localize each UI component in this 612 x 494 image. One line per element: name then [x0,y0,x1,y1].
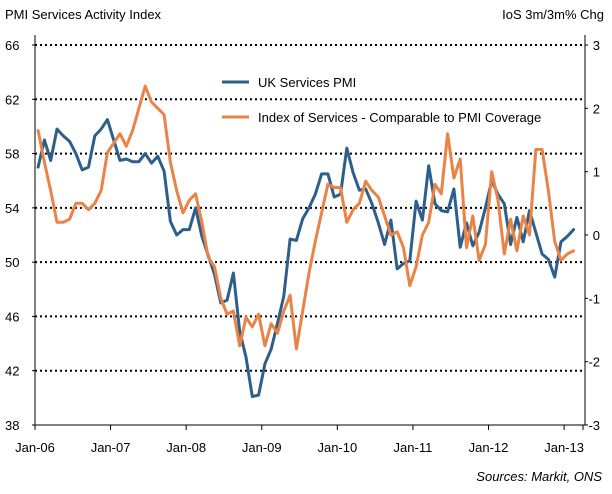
x-tick-label: Jan-12 [469,440,509,455]
series-line-uk-services-pmi [36,118,576,398]
legend-label-bg [255,74,360,91]
x-tick-label: Jan-13 [544,440,584,455]
right-tick-label: 1 [593,165,600,180]
series-line-index-of-services [36,84,576,351]
right-axis-title: IoS 3m/3m% Chg [502,7,604,22]
left-tick-label: 62 [5,92,19,107]
legend-label: Index of Services - Comparable to PMI Co… [258,110,541,125]
legend-label-bg [255,109,545,126]
axis-layer: 38 42 46 50 54 58 62 66 -3 -2 -1 0 1 2 3 Jan-06 Jan-07 Ja… [5,35,600,455]
legend-label: UK Services PMI [258,75,356,90]
legend-layer: UK Services PMI Index of Services - Compa… [222,74,545,126]
left-tick-label: 66 [5,38,19,53]
right-tick-label: -3 [588,418,600,433]
left-tick-label: 58 [5,147,19,162]
right-tick-label: 0 [593,228,600,243]
right-tick-label: 3 [593,38,600,53]
x-tick-label: Jan-08 [166,440,206,455]
x-tick-label: Jan-10 [317,440,357,455]
right-tick-label: 2 [593,101,600,116]
source-note: Sources: Markit, ONS [476,469,602,484]
right-tick-label: -2 [588,355,600,370]
left-tick-label: 46 [5,309,19,324]
x-tick-label: Jan-06 [15,440,55,455]
right-tick-label: -1 [588,291,600,306]
x-tick-label: Jan-07 [91,440,131,455]
left-axis-title: PMI Services Activity Index [5,7,162,22]
x-tick-label: Jan-09 [242,440,282,455]
left-tick-label: 50 [5,255,19,270]
x-tick-label: Jan-11 [394,440,433,455]
series-layer [36,84,576,398]
left-tick-label: 38 [5,418,19,433]
left-tick-label: 54 [5,201,19,216]
left-tick-label: 42 [5,364,19,379]
